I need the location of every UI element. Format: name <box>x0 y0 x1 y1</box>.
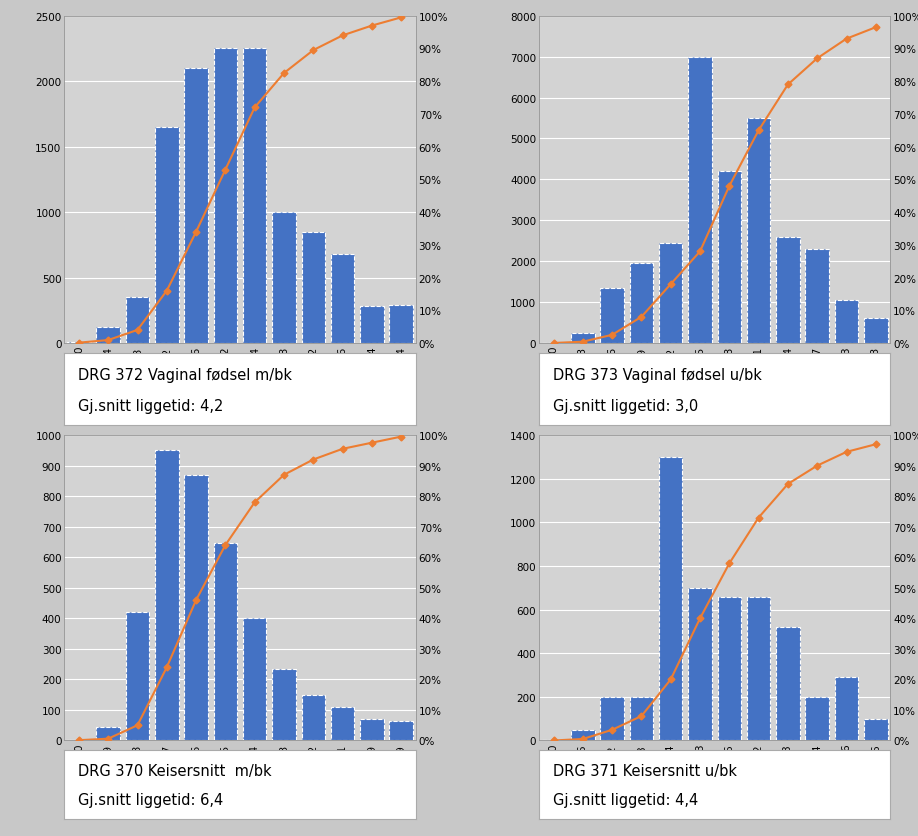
Bar <box>273 669 296 741</box>
Bar <box>185 475 207 741</box>
Bar <box>243 49 266 344</box>
Text: Gj.snitt liggetid: 3,0: Gj.snitt liggetid: 3,0 <box>553 398 699 413</box>
Text: DRG 373 Vaginal fødsel u/bk: DRG 373 Vaginal fødsel u/bk <box>553 368 762 383</box>
Bar <box>389 306 413 344</box>
Bar <box>659 457 682 741</box>
Bar <box>126 298 150 344</box>
Bar <box>214 544 237 741</box>
Bar <box>805 697 829 741</box>
Bar <box>747 119 770 344</box>
Text: DRG 372 Vaginal fødsel m/bk: DRG 372 Vaginal fødsel m/bk <box>78 368 292 383</box>
Bar <box>864 719 888 741</box>
Bar <box>126 613 150 741</box>
Bar <box>718 172 741 344</box>
Bar <box>630 697 653 741</box>
Text: Gj.snitt liggetid: 4,4: Gj.snitt liggetid: 4,4 <box>553 793 699 808</box>
Bar <box>805 250 829 344</box>
Bar <box>688 588 711 741</box>
Bar <box>330 255 354 344</box>
Bar <box>360 719 384 741</box>
Bar <box>96 328 120 344</box>
Bar <box>777 627 800 741</box>
Bar <box>155 128 178 344</box>
Bar <box>273 213 296 344</box>
Bar <box>834 677 858 741</box>
Bar <box>214 49 237 344</box>
Bar <box>389 721 413 741</box>
Bar <box>302 232 325 344</box>
Bar <box>330 707 354 741</box>
Bar <box>67 740 91 741</box>
Text: DRG 371 Keisersnitt u/bk: DRG 371 Keisersnitt u/bk <box>553 763 737 778</box>
Bar <box>571 334 595 344</box>
Bar <box>185 69 207 344</box>
Bar <box>747 597 770 741</box>
Bar <box>360 307 384 344</box>
Bar <box>777 237 800 344</box>
Bar <box>600 288 624 344</box>
Bar <box>243 619 266 741</box>
Bar <box>718 597 741 741</box>
Bar <box>630 264 653 344</box>
Bar <box>155 451 178 741</box>
Bar <box>864 319 888 344</box>
Bar <box>96 726 120 741</box>
Bar <box>600 697 624 741</box>
Bar <box>659 243 682 344</box>
Bar <box>834 301 858 344</box>
Text: DRG 370 Keisersnitt  m/bk: DRG 370 Keisersnitt m/bk <box>78 763 272 778</box>
Bar <box>571 730 595 741</box>
Text: Gj.snitt liggetid: 4,2: Gj.snitt liggetid: 4,2 <box>78 398 224 413</box>
Text: Gj.snitt liggetid: 6,4: Gj.snitt liggetid: 6,4 <box>78 793 224 808</box>
Bar <box>302 695 325 741</box>
Bar <box>688 58 711 344</box>
